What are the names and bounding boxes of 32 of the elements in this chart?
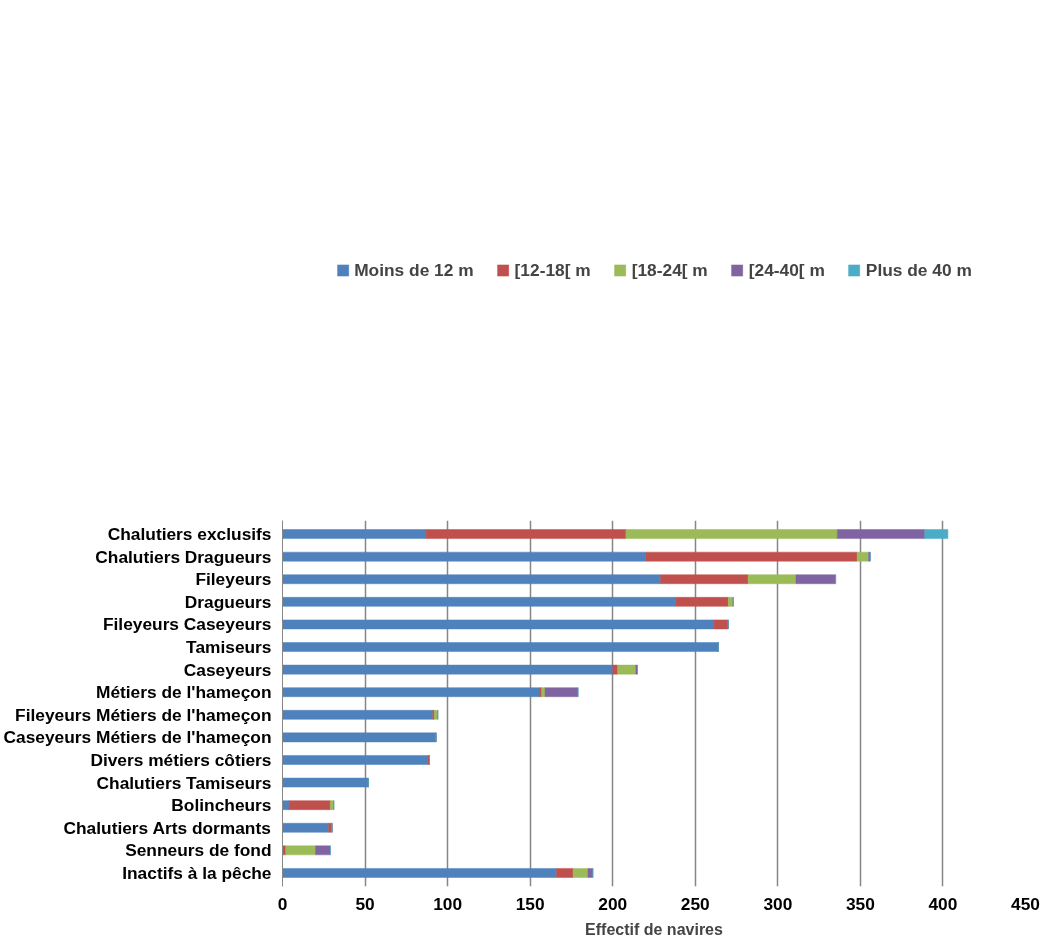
y-tick-label: Fileyeurs Caseyeurs — [102, 614, 272, 635]
legend-label: Plus de 40 m — [865, 259, 972, 281]
y-tick-label: Divers métiers côtiers — [90, 749, 272, 770]
legend-label: [24-40[ m — [748, 259, 825, 281]
y-tick-label: Caseyeurs — [183, 659, 272, 680]
y-tick-label: Tamiseurs — [186, 637, 272, 658]
x-tick-label: 400 — [928, 893, 958, 914]
y-tick-label: Métiers de l'hameçon — [95, 682, 272, 703]
x-tick-label: 50 — [355, 893, 375, 914]
x-tick-label: 100 — [433, 893, 463, 914]
y-tick-label: Caseyeurs Métiers de l'hameçon — [3, 727, 272, 748]
x-tick-label: 450 — [1011, 893, 1040, 914]
x-tick-label: 200 — [598, 893, 628, 914]
x-tick-label: 150 — [515, 893, 545, 914]
x-tick-label: 0 — [277, 893, 288, 914]
y-tick-label: Senneurs de fond — [125, 840, 272, 861]
x-axis-title: Effectif de navires — [585, 920, 724, 938]
y-tick-label: Chalutiers Dragueurs — [95, 546, 272, 567]
y-tick-label: Inactifs à la pêche — [122, 862, 272, 883]
legend-label: [12-18[ m — [514, 259, 591, 281]
x-tick-label: 350 — [845, 893, 875, 914]
y-tick-label: Fileyeurs Métiers de l'hameçon — [15, 704, 272, 725]
y-tick-label: Dragueurs — [184, 591, 272, 612]
y-tick-label: Bolincheurs — [171, 795, 272, 816]
legend-label: Moins de 12 m — [354, 259, 474, 281]
y-tick-label: Chalutiers exclusifs — [107, 524, 272, 545]
legend-label: [18-24[ m — [631, 259, 708, 281]
x-tick-label: 250 — [680, 893, 710, 914]
y-tick-label: Fileyeurs — [195, 569, 272, 590]
x-tick-label: 300 — [763, 893, 793, 914]
y-tick-label: Chalutiers Arts dormants — [63, 817, 271, 838]
y-tick-label: Chalutiers Tamiseurs — [96, 772, 272, 793]
